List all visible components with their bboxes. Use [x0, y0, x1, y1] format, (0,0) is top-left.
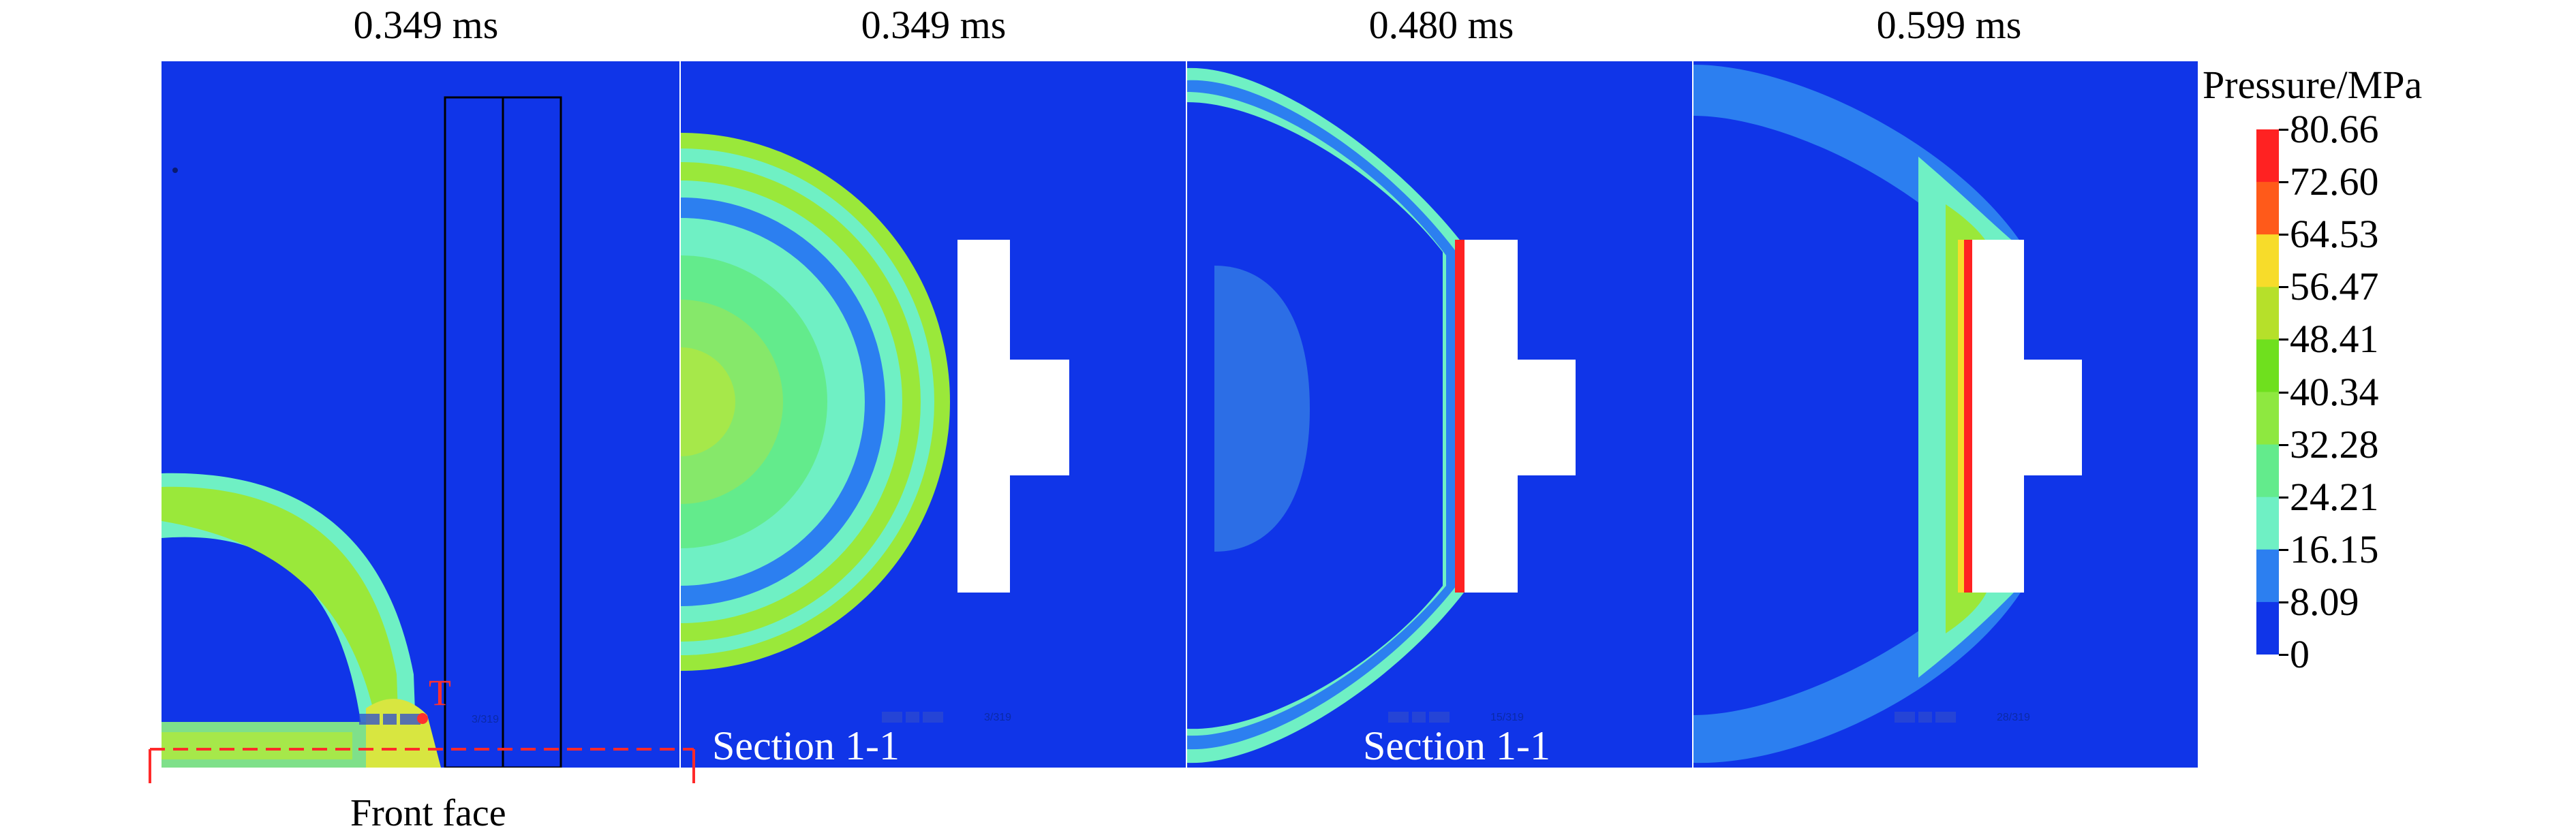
panel-2-plot: 3/319 [681, 61, 1186, 768]
colorbar-tick-mark [2279, 496, 2288, 499]
colorbar-tick-mark [2279, 548, 2288, 551]
panel-3-time: 0.480 ms [1368, 3, 1514, 47]
colorbar-tick-label: 80.66 [2290, 107, 2379, 151]
colorbar-segment [2256, 549, 2279, 603]
colorbar-tick-mark [2279, 234, 2288, 236]
colorbar-tick-label: 40.34 [2290, 369, 2379, 414]
colorbar-tick-label: 16.15 [2290, 526, 2379, 571]
colorbar-tick-mark [2279, 391, 2288, 394]
colorbar-segment [2256, 182, 2279, 235]
colorbar-tick-mark [2279, 129, 2288, 131]
colorbar-tick-mark [2279, 443, 2288, 446]
point-t-label: T [429, 672, 451, 713]
panel-4: 28/319 [1693, 61, 2198, 768]
panel-1-time: 0.349 ms [353, 3, 499, 47]
colorbar [2256, 129, 2279, 655]
player-widget [1895, 712, 1956, 723]
colorbar-tick-label: 8.09 [2290, 579, 2359, 624]
player-widget [1388, 712, 1450, 723]
colorbar-segment [2256, 234, 2279, 287]
panel-4-time: 0.599 ms [1876, 3, 2022, 47]
structure-section [957, 240, 1069, 593]
front-face-label: Front face [350, 792, 506, 834]
colorbar-segment [2256, 287, 2279, 340]
colorbar-tick-label: 24.21 [2290, 474, 2379, 519]
reflected-pressure-strip [1964, 240, 1972, 593]
colorbar-tick-mark [2279, 181, 2288, 184]
colorbar-tick-mark [2279, 286, 2288, 289]
section-label: Section 1-1 [1363, 723, 1550, 768]
colorbar-segment [2256, 497, 2279, 550]
panel-3: 15/319 Section 1-1 [1187, 61, 1692, 768]
player-widget [359, 714, 420, 725]
structure-section [1465, 240, 1576, 593]
colorbar-segment [2256, 601, 2279, 655]
colorbar-tick-label: 0 [2290, 632, 2310, 676]
player-frame-text: 15/319 [1490, 712, 1524, 723]
colorbar-tick-label: 48.41 [2290, 317, 2379, 362]
colorbar-segment [2256, 129, 2279, 183]
colorbar-title: Pressure/MPa [2203, 63, 2423, 107]
colorbar-tick-label: 64.53 [2290, 212, 2379, 257]
colorbar-segment [2256, 339, 2279, 392]
player-frame-text: 28/319 [1997, 712, 2030, 723]
front-face-bracket [149, 748, 695, 783]
panel-1: 3/319 T [162, 61, 679, 768]
panel-2: 3/319 Section 1-1 [681, 61, 1186, 768]
colorbar-tick-mark [2279, 338, 2288, 341]
colorbar-tick-label: 32.28 [2290, 422, 2379, 467]
structure-section [1972, 240, 2082, 593]
panel-3-plot: 15/319 [1187, 61, 1692, 768]
colorbar-tick-mark [2279, 601, 2288, 603]
panel-4-plot: 28/319 [1693, 61, 2198, 768]
colorbar-segment [2256, 392, 2279, 445]
player-frame-text: 3/319 [472, 714, 499, 725]
player-widget [882, 712, 943, 723]
wave-center [681, 347, 735, 456]
panel-1-plot: 3/319 T [162, 61, 679, 768]
section-label: Section 1-1 [712, 723, 900, 768]
low-pressure-zone [1214, 266, 1310, 552]
colorbar-tick-label: 72.60 [2290, 159, 2379, 204]
colorbar-tick-label: 56.47 [2290, 264, 2379, 309]
reflected-pressure-strip [1455, 240, 1465, 593]
panel-2-time: 0.349 ms [861, 3, 1007, 47]
player-frame-text: 3/319 [984, 712, 1011, 723]
shock-wave-core [162, 486, 400, 768]
point-t-marker [417, 713, 428, 724]
colorbar-segment [2256, 444, 2279, 498]
shock-wave-band [162, 473, 417, 768]
colorbar-tick-mark [2279, 654, 2288, 656]
